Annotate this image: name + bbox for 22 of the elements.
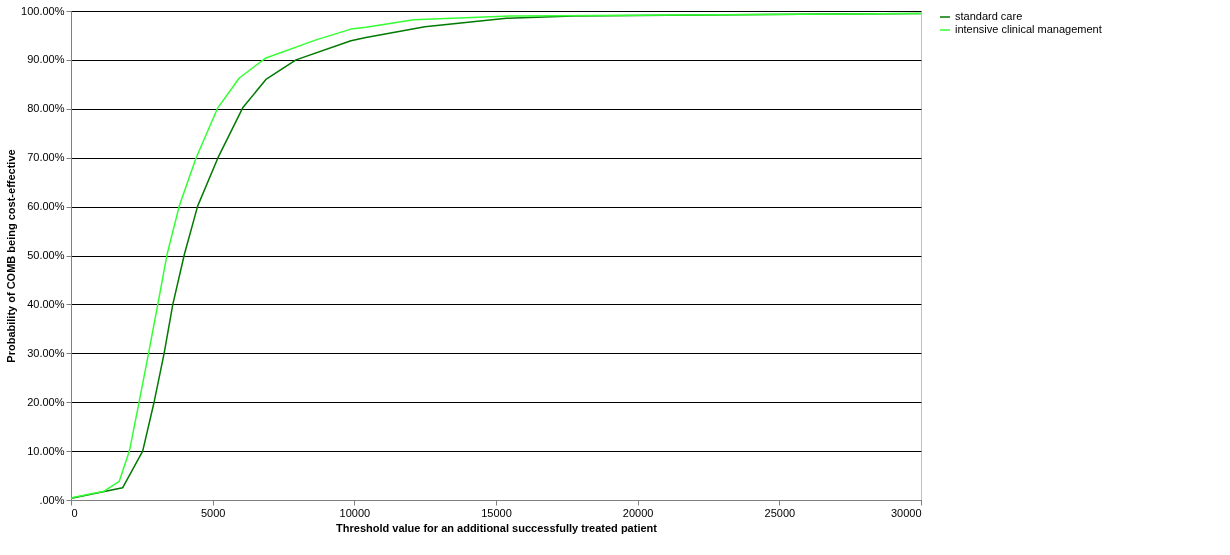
y-axis-title: Probability of COMB being cost-effective <box>5 149 18 363</box>
y-tick-label: 50.00% <box>27 249 65 261</box>
y-tick-label: 80.00% <box>27 102 65 115</box>
y-tick-label: .00% <box>39 493 65 506</box>
x-tick-label: 15000 <box>481 506 512 519</box>
x-tick-label: 25000 <box>764 506 796 519</box>
legend-label: intensive clinical management <box>955 23 1102 35</box>
y-tick-label: 40.00% <box>27 297 65 310</box>
x-tick-label: 0 <box>71 506 78 519</box>
x-axis-title: Threshold value for an additional successfully treated patient <box>336 521 658 534</box>
legend-label: standard care <box>955 10 1023 22</box>
y-tick-label: 90.00% <box>27 53 65 66</box>
x-tick-label: 10000 <box>339 506 371 519</box>
y-tick-label: 10.00% <box>27 444 65 457</box>
y-tick-label: 60.00% <box>27 200 65 213</box>
x-tick-label: 30000 <box>890 506 922 519</box>
y-tick-label: 20.00% <box>27 395 65 408</box>
y-tick-label: 70.00% <box>27 151 65 164</box>
y-tick-label: 100.00% <box>21 4 65 17</box>
x-tick-label: 5000 <box>200 506 226 519</box>
y-tick-label: 30.00% <box>27 346 65 359</box>
x-tick-label: 20000 <box>622 506 654 519</box>
